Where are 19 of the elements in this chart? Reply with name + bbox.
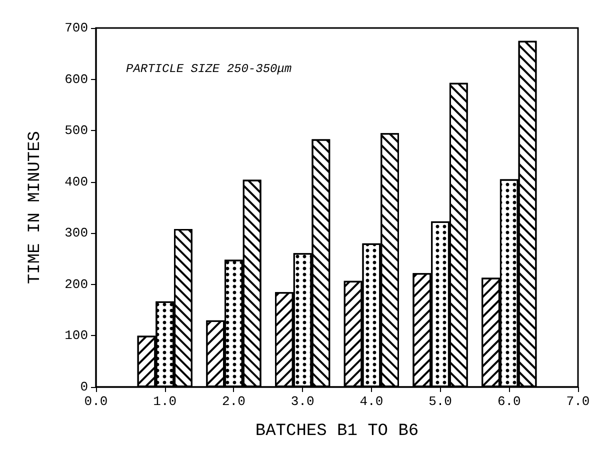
y-axis-title: TIME IN MINUTES [26, 130, 45, 284]
y-tick-label: 100 [64, 328, 88, 344]
y-tick-label: 200 [64, 276, 88, 292]
y-tick-label: 300 [64, 226, 88, 241]
x-tick-label: 2.0 [222, 394, 246, 409]
x-tick-label: 6.0 [497, 394, 521, 409]
x-tick-label: 0.0 [84, 394, 108, 409]
x-tick-label: 3.0 [290, 394, 314, 409]
x-axis-title: BATCHES B1 TO B6 [255, 422, 419, 441]
y-tick-label: 500 [64, 123, 88, 138]
annotation: PARTICLE SIZE 250-350μm [126, 62, 292, 76]
y-tick-label: 0 [80, 380, 88, 394]
y-tick-label: 400 [64, 174, 88, 190]
y-tick-label: 700 [64, 20, 88, 36]
x-tick-label: 7.0 [566, 394, 590, 409]
x-tick-label: 5.0 [428, 394, 452, 409]
y-tick-label: 600 [64, 72, 88, 87]
x-tick-label: 4.0 [360, 394, 384, 409]
x-tick-label: 1.0 [153, 394, 177, 409]
